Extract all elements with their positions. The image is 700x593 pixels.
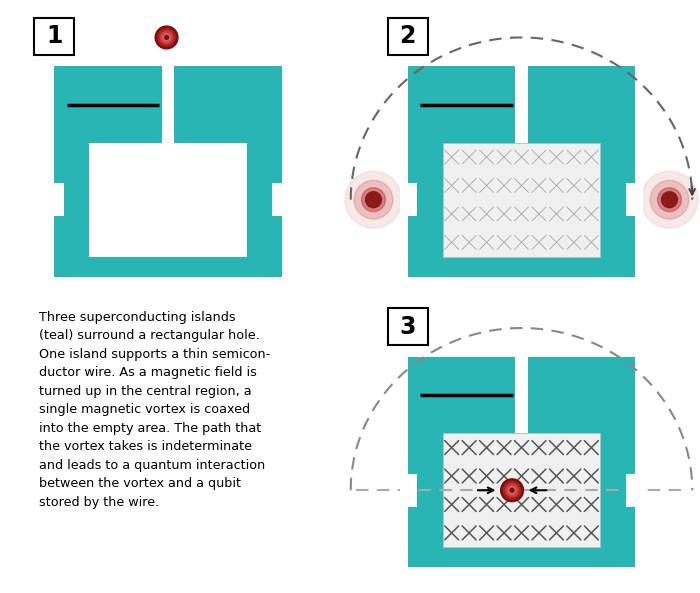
Circle shape [158,29,175,46]
FancyBboxPatch shape [388,308,428,345]
Text: 2: 2 [400,24,416,48]
Bar [443,143,600,257]
Text: 3: 3 [400,315,416,339]
Bar [400,183,417,216]
Bar [54,66,282,276]
Text: 1: 1 [46,24,62,48]
Bar [515,66,528,143]
Bar [46,183,64,216]
Circle shape [508,486,516,494]
Bar [443,433,600,547]
FancyBboxPatch shape [388,18,428,55]
Bar [515,356,528,433]
Circle shape [345,171,402,228]
Bar [407,356,636,567]
Circle shape [506,484,518,496]
Circle shape [657,188,682,212]
Bar [400,474,417,506]
Circle shape [503,482,521,499]
Circle shape [160,31,173,44]
Bar [90,143,246,257]
Bar [626,183,643,216]
Text: Three superconducting islands
(teal) surround a rectangular hole.
One island sup: Three superconducting islands (teal) sur… [38,311,270,509]
Circle shape [164,36,169,39]
Circle shape [365,192,382,208]
Circle shape [510,489,514,492]
Circle shape [361,188,386,212]
Circle shape [162,34,170,42]
Circle shape [662,192,678,208]
Circle shape [500,479,524,502]
Bar [626,474,643,506]
Circle shape [650,180,689,219]
Bar [407,66,636,276]
Circle shape [354,180,393,219]
Circle shape [155,26,178,49]
FancyBboxPatch shape [34,18,74,55]
Bar [162,66,174,143]
Bar [272,183,290,216]
Circle shape [641,171,698,228]
